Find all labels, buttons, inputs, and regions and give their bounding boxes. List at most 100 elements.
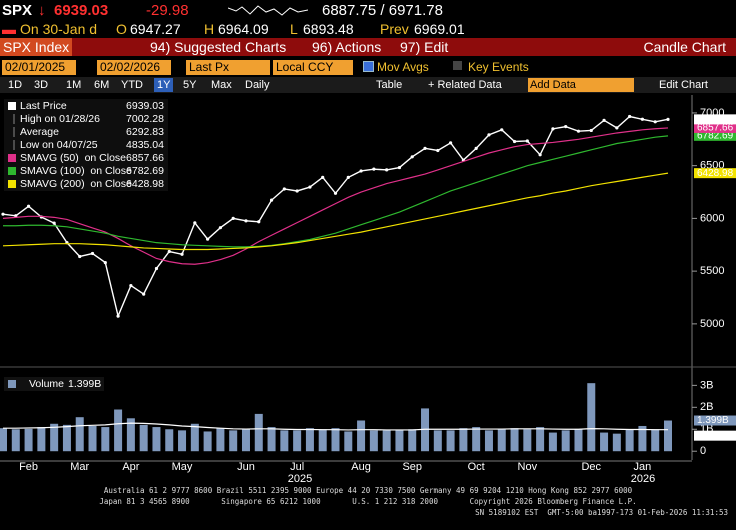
- menu-bar: SPX Index 94) Suggested Charts 96) Actio…: [0, 38, 736, 56]
- price-point: [628, 114, 632, 119]
- price-point: [500, 128, 504, 132]
- footer-line: Australia 61 2 9777 8600 Brazil 5511 239…: [103, 486, 633, 495]
- last-value-tag: [694, 122, 736, 133]
- price-point: [167, 249, 171, 254]
- prev: 6969.01: [414, 21, 465, 37]
- footer-line: Japan 81 3 4565 8900 Singapore 65 6212 1…: [99, 497, 637, 506]
- price-point: [78, 254, 82, 259]
- x-tick-label: Nov: [518, 461, 538, 473]
- volume-bar: [408, 429, 417, 452]
- field[interactable]: Last Px: [186, 60, 270, 75]
- x-tick-label: May: [172, 461, 193, 473]
- legend-swatch: [8, 180, 16, 188]
- range-button[interactable]: 1M: [66, 79, 82, 91]
- start-date[interactable]: 02/01/2025: [2, 60, 76, 75]
- price-point: [154, 266, 159, 271]
- volume-bar: [75, 417, 84, 452]
- x-tick-label: Apr: [122, 461, 139, 473]
- quote-date: On 30-Jan d: [20, 21, 98, 37]
- volume-bar: [484, 430, 493, 452]
- volume-bar: [587, 383, 596, 452]
- arrow: ↓: [38, 2, 46, 19]
- add-data[interactable]: Add Data: [528, 78, 634, 92]
- table-button[interactable]: Table: [376, 79, 403, 91]
- menu-item[interactable]: 94) Suggested Charts: [150, 39, 287, 55]
- last-value-label: 6782.69: [697, 130, 734, 141]
- price-point: [512, 139, 517, 144]
- price-point: [589, 128, 593, 133]
- y-tick-label: 5500: [700, 265, 724, 277]
- volume-bar: [293, 430, 302, 452]
- price-point: [142, 292, 146, 296]
- volume-bar: [241, 429, 250, 452]
- currency[interactable]: Local CCY: [273, 60, 353, 75]
- range-button[interactable]: YTD: [121, 79, 143, 91]
- legend-swatch: [8, 102, 16, 110]
- volume-bar: [664, 420, 672, 452]
- checkbox[interactable]: [453, 61, 462, 70]
- range-button[interactable]: 3D: [34, 79, 49, 91]
- end-date[interactable]: 02/02/2026: [97, 60, 171, 75]
- range-button[interactable]: 1D: [8, 79, 23, 91]
- price-point: [52, 221, 56, 225]
- last-value-label: 0.982B: [697, 430, 729, 441]
- volume-bar: [446, 430, 455, 452]
- last-value-tag: [694, 168, 736, 179]
- range-button[interactable]: 6M: [94, 79, 110, 91]
- legend-box: [4, 99, 168, 191]
- price-point: [333, 191, 338, 195]
- arrow-small: ▬: [2, 21, 16, 37]
- x-tick-label: Jul: [290, 461, 304, 473]
- volume-bar: [510, 428, 519, 452]
- last-value-tag: [694, 114, 736, 125]
- period[interactable]: Daily: [245, 79, 270, 91]
- legend-swatch: [8, 154, 16, 162]
- volume-bar: [62, 424, 71, 452]
- volume-bar: [395, 430, 404, 452]
- x-tick-label: Aug: [351, 461, 371, 473]
- volume-bar: [24, 428, 33, 452]
- legend-label: SMAVG (100) on Close: [20, 165, 132, 177]
- volume-bar: [203, 431, 212, 452]
- ticker: SPX: [2, 2, 33, 19]
- edit-chart[interactable]: Edit Chart: [659, 79, 708, 91]
- key-events[interactable]: Key Events: [468, 60, 529, 74]
- volume-bar: [37, 427, 46, 452]
- related-data[interactable]: + Related Data: [428, 79, 502, 91]
- last-value-tag: [694, 415, 736, 426]
- volume-bar: [625, 429, 634, 452]
- y-tick-label: 3B: [700, 379, 713, 391]
- chart-view: Candle Chart: [643, 39, 727, 55]
- y-tick-label: 6000: [700, 212, 724, 224]
- range-button[interactable]: 5Y: [183, 79, 197, 91]
- volume-bar: [126, 418, 135, 452]
- price-point: [90, 251, 95, 256]
- price-point: [551, 127, 555, 131]
- series-line: [3, 422, 669, 431]
- volume-bar: [344, 431, 353, 452]
- legend-value: 1.399B: [68, 378, 101, 390]
- volume-bar: [497, 429, 506, 452]
- x-tick-label: Feb: [19, 461, 38, 473]
- year-label: 2026: [631, 473, 655, 485]
- menu-item[interactable]: 96) Actions: [312, 39, 382, 55]
- price-point: [359, 169, 363, 173]
- legend-value: 6939.03: [126, 100, 164, 112]
- menu-item[interactable]: 97) Edit: [400, 39, 449, 55]
- range-button[interactable]: Max: [211, 79, 232, 91]
- legend-label: Volume: [29, 378, 64, 390]
- price-point: [397, 165, 402, 170]
- legend-label: Average: [20, 126, 59, 138]
- range-button[interactable]: 1Y: [154, 78, 174, 92]
- volume-bar: [165, 429, 174, 452]
- last-value-label: 6857.66: [697, 123, 734, 134]
- mov-avgs[interactable]: Mov Avgs: [377, 60, 429, 74]
- checkbox[interactable]: [363, 61, 374, 72]
- price-point: [282, 187, 286, 191]
- price-point: [615, 126, 619, 130]
- year-label: 2025: [288, 473, 312, 485]
- legend-value: 6428.98: [126, 178, 164, 190]
- volume-bar: [472, 427, 481, 452]
- security[interactable]: SPX Index: [0, 38, 73, 56]
- volume-bar: [651, 429, 660, 452]
